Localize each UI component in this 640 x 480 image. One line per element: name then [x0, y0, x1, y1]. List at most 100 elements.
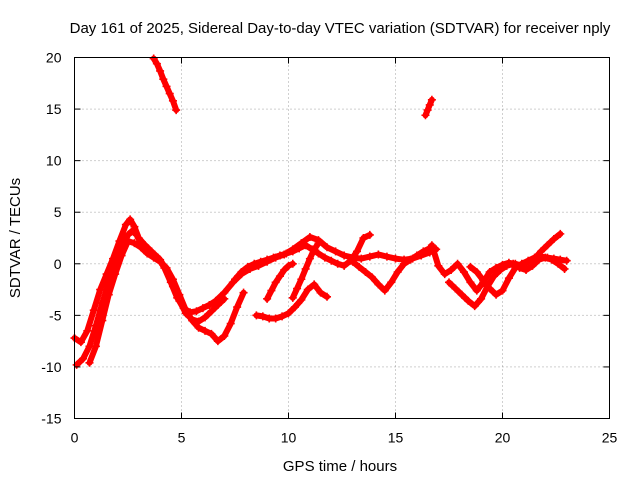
data-point [423, 106, 432, 115]
series-band [232, 231, 373, 283]
y-axis-label: SDTVAR / TECUs [7, 178, 24, 298]
data-point [282, 249, 291, 258]
data-point [374, 280, 383, 289]
data-point [537, 252, 546, 261]
data-point [83, 326, 92, 335]
data-point [406, 255, 415, 264]
data-point [205, 301, 214, 310]
data-point [121, 220, 130, 229]
data-point [301, 241, 310, 250]
data-point [207, 307, 216, 316]
data-point [132, 230, 141, 239]
data-point [288, 247, 297, 256]
data-point [445, 278, 453, 287]
data-point [365, 230, 374, 239]
data-point [466, 262, 475, 271]
data-point [470, 302, 479, 311]
series-track-f [263, 259, 297, 303]
data-point [459, 268, 468, 277]
data-point [352, 247, 361, 256]
y-tick-label: -10 [41, 359, 61, 375]
data-point [340, 261, 349, 270]
data-point [165, 89, 174, 98]
data-point [305, 232, 314, 241]
data-point [256, 257, 265, 266]
data-point [263, 294, 272, 303]
data-point [427, 95, 436, 104]
y-tick-label: 10 [46, 153, 62, 169]
data-point [387, 278, 396, 287]
data-point [98, 316, 107, 325]
data-point [447, 265, 456, 274]
x-tick-label: 5 [178, 430, 186, 446]
data-point [365, 252, 374, 261]
data-point [149, 54, 158, 63]
data-point [357, 254, 366, 263]
data-point [275, 251, 284, 260]
data-point [427, 241, 436, 250]
data-point [156, 66, 165, 75]
data-point [162, 263, 171, 272]
data-point [117, 251, 126, 260]
data-point [130, 239, 139, 248]
data-point [85, 358, 94, 367]
data-point [528, 261, 537, 270]
y-tick-label: 15 [46, 101, 62, 117]
data-point [295, 244, 304, 253]
data-point [143, 249, 152, 258]
data-point [213, 337, 222, 346]
data-point [479, 276, 488, 285]
data-point [198, 304, 207, 313]
data-point [498, 286, 507, 295]
data-point [284, 261, 293, 270]
axis-ticks [74, 57, 610, 419]
x-tick-label: 10 [281, 430, 297, 446]
data-point [72, 360, 81, 369]
data-point [314, 249, 323, 258]
data-point [152, 59, 161, 68]
series-track-m [421, 95, 436, 120]
data-point [288, 293, 297, 302]
data-point [231, 275, 239, 284]
data-point [303, 285, 312, 294]
data-point [466, 278, 475, 287]
data-point [239, 288, 248, 297]
data-point [374, 250, 383, 259]
y-tick-label: -5 [49, 307, 62, 323]
data-point [485, 268, 494, 277]
data-point [310, 280, 319, 289]
data-point [440, 270, 449, 279]
data-point [79, 354, 88, 363]
series-track-l [149, 54, 181, 115]
data-point [348, 257, 357, 266]
plot-frame [74, 57, 610, 419]
data-point [355, 262, 364, 271]
data-point [301, 264, 310, 273]
data-point [530, 253, 539, 262]
data-point [340, 251, 349, 260]
data-point [511, 263, 520, 272]
data-point [310, 245, 319, 254]
data-point [89, 306, 98, 315]
data-point [305, 254, 314, 263]
data-point [543, 253, 552, 262]
y-tick-label: 20 [46, 50, 62, 66]
data-point [522, 265, 531, 274]
data-point [91, 342, 100, 351]
data-point [284, 309, 293, 318]
data-point [237, 268, 246, 277]
data-point [194, 323, 203, 332]
data-point [267, 286, 276, 295]
data-point [175, 290, 184, 299]
data-point [451, 284, 460, 293]
data-point [502, 261, 511, 270]
data-point [316, 288, 325, 297]
data-point [517, 259, 526, 268]
data-point [258, 312, 267, 321]
data-point [393, 268, 402, 277]
data-point [434, 261, 443, 270]
data-point [76, 338, 85, 347]
data-point [425, 100, 434, 109]
data-point [156, 257, 165, 266]
data-point [323, 292, 332, 301]
